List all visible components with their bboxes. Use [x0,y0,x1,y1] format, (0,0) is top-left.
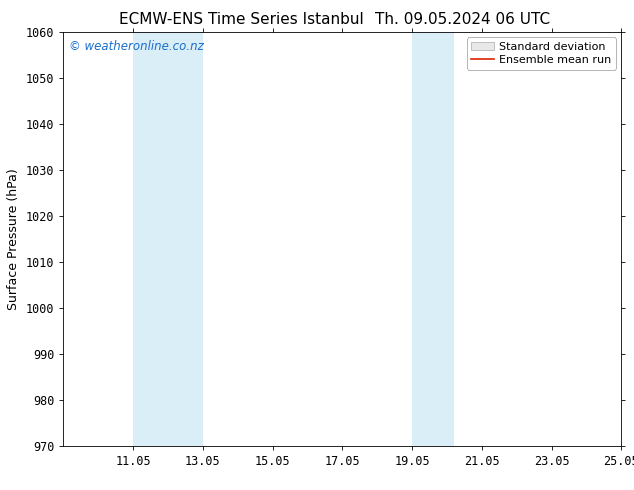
Text: ECMW-ENS Time Series Istanbul: ECMW-ENS Time Series Istanbul [119,12,363,27]
Bar [133,32,203,446]
Y-axis label: Surface Pressure (hPa): Surface Pressure (hPa) [8,168,20,310]
Text: Th. 09.05.2024 06 UTC: Th. 09.05.2024 06 UTC [375,12,550,27]
Bar [412,32,454,446]
Legend: Standard deviation, Ensemble mean run: Standard deviation, Ensemble mean run [467,37,616,70]
Text: © weatheronline.co.nz: © weatheronline.co.nz [69,40,204,53]
